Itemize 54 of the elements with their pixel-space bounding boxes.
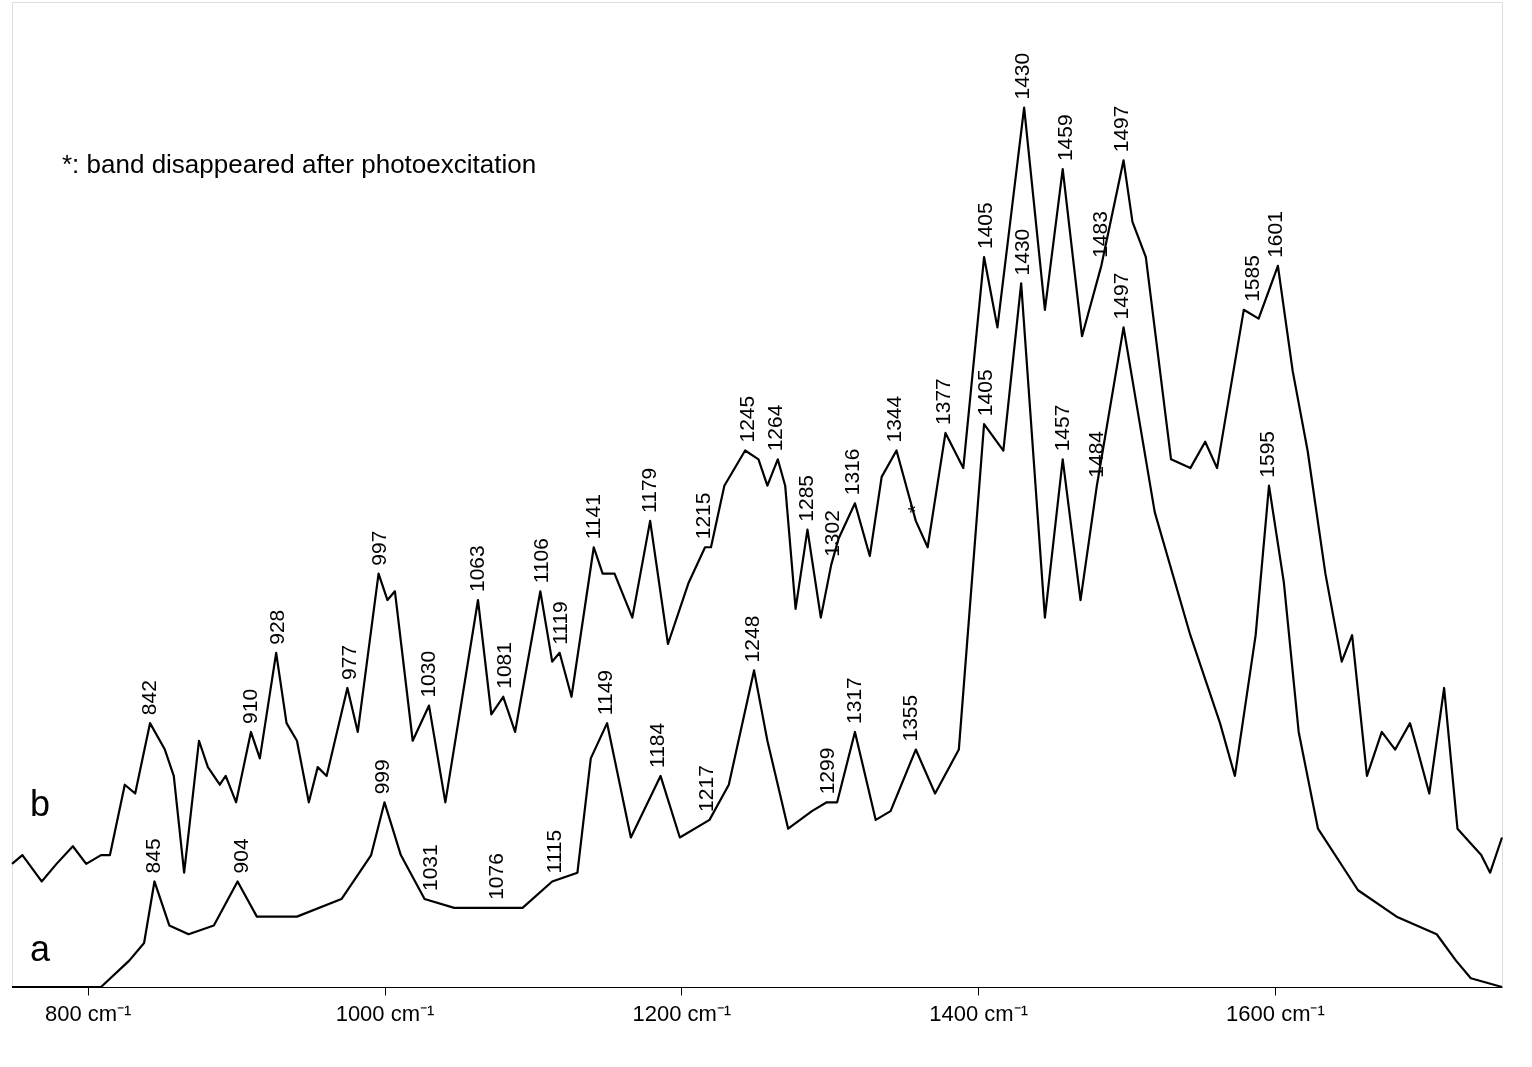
annotation: 1031 (417, 844, 441, 892)
annotation: 1355 (898, 694, 922, 742)
annotation: 1405 (972, 202, 996, 250)
annotation: 1106 (528, 538, 552, 584)
annotation: *: band disappeared after photoexcitation (62, 149, 537, 179)
annotation: 1377 (930, 378, 954, 425)
x-tick-label: 1400 cm⁻¹ (929, 1000, 1028, 1026)
annotation: 1317 (841, 677, 865, 724)
annotation: 1483 (1088, 211, 1112, 258)
annotation: 1076 (484, 853, 508, 900)
annotation: 1299 (815, 747, 839, 795)
annotation: 845 (141, 838, 165, 874)
annotation: 1601 (1263, 211, 1287, 258)
annotation: 1595 (1254, 430, 1278, 478)
annotation: 1030 (416, 650, 440, 698)
annotation: 999 (370, 759, 394, 795)
annotation: 1285 (794, 474, 818, 522)
annotation: 1302 (819, 510, 843, 557)
annotation: 1115 (542, 829, 566, 874)
annotation: 1316 (840, 448, 864, 496)
annotation: 997 (367, 530, 391, 566)
annotation: 1245 (735, 395, 759, 443)
annotation: 904 (229, 838, 253, 874)
annotation: 1149 (592, 669, 616, 716)
x-tick-label: 1600 cm⁻¹ (1226, 1000, 1325, 1026)
x-tick-label: 800 cm⁻¹ (44, 1000, 132, 1026)
annotation: 1497 (1109, 105, 1133, 153)
annotation: 1457 (1049, 404, 1073, 452)
series-label: a (30, 928, 51, 969)
annotation: 1184 (644, 722, 668, 768)
annotation: 1344 (882, 395, 906, 443)
annotation: 1497 (1109, 272, 1133, 320)
annotation: 1484 (1083, 430, 1107, 478)
annotation: 1063 (465, 545, 488, 593)
annotation: 1215 (690, 492, 714, 540)
x-tick-label: 1200 cm⁻¹ (632, 1000, 732, 1026)
annotation: 1179 (637, 467, 661, 513)
annotation: 1585 (1239, 255, 1263, 302)
annotation: 1430 (1009, 52, 1033, 100)
annotation: 1264 (763, 404, 787, 452)
annotation: 1141 (580, 494, 604, 540)
annotation: 1430 (1009, 228, 1033, 276)
annotation: 842 (137, 680, 161, 716)
annotation: 928 (264, 609, 288, 645)
annotation: 1248 (739, 615, 763, 663)
series-label: b (30, 782, 51, 824)
annotation: 977 (337, 644, 361, 680)
annotation: 1217 (693, 765, 717, 812)
annotation: 1119 (548, 601, 572, 645)
annotation: 1081 (491, 642, 515, 689)
annotation: 1459 (1052, 114, 1076, 162)
annotation: 1405 (972, 369, 996, 417)
x-tick-label: 1000 cm⁻¹ (335, 1000, 435, 1026)
annotation: 910 (237, 688, 261, 724)
